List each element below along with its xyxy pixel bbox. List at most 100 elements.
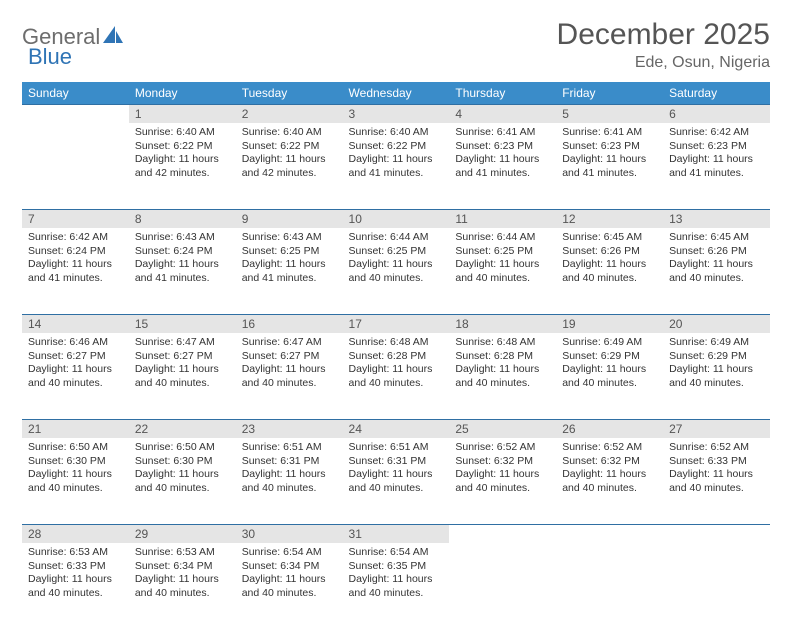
day-number-cell: 7 — [22, 209, 129, 228]
day-cell: Sunrise: 6:43 AMSunset: 6:24 PMDaylight:… — [129, 228, 236, 314]
weekday-header: Friday — [556, 82, 663, 104]
day-number-cell: 28 — [22, 524, 129, 543]
day-cell: Sunrise: 6:51 AMSunset: 6:31 PMDaylight:… — [236, 438, 343, 524]
day-number: 28 — [22, 524, 129, 543]
day-cell: Sunrise: 6:52 AMSunset: 6:33 PMDaylight:… — [663, 438, 770, 524]
day-body: Sunrise: 6:54 AMSunset: 6:35 PMDaylight:… — [343, 543, 450, 607]
day-number-cell: 26 — [556, 419, 663, 438]
day-number-cell: 29 — [129, 524, 236, 543]
day-body: Sunrise: 6:49 AMSunset: 6:29 PMDaylight:… — [663, 333, 770, 397]
day-cell: Sunrise: 6:52 AMSunset: 6:32 PMDaylight:… — [556, 438, 663, 524]
day-number: 5 — [556, 104, 663, 123]
day-cell: Sunrise: 6:48 AMSunset: 6:28 PMDaylight:… — [449, 333, 556, 419]
day-cell: Sunrise: 6:45 AMSunset: 6:26 PMDaylight:… — [556, 228, 663, 314]
day-number: 18 — [449, 314, 556, 333]
day-body: Sunrise: 6:46 AMSunset: 6:27 PMDaylight:… — [22, 333, 129, 397]
day-number-cell: 19 — [556, 314, 663, 333]
day-number: 24 — [343, 419, 450, 438]
day-body: Sunrise: 6:41 AMSunset: 6:23 PMDaylight:… — [449, 123, 556, 187]
weekday-header: Sunday — [22, 82, 129, 104]
week-row: Sunrise: 6:40 AMSunset: 6:22 PMDaylight:… — [22, 123, 770, 209]
day-cell: Sunrise: 6:41 AMSunset: 6:23 PMDaylight:… — [556, 123, 663, 209]
daynum-row: 28293031 — [22, 524, 770, 543]
day-cell: Sunrise: 6:54 AMSunset: 6:34 PMDaylight:… — [236, 543, 343, 629]
day-cell: Sunrise: 6:42 AMSunset: 6:23 PMDaylight:… — [663, 123, 770, 209]
day-number-cell — [22, 104, 129, 123]
day-cell: Sunrise: 6:43 AMSunset: 6:25 PMDaylight:… — [236, 228, 343, 314]
week-row: Sunrise: 6:46 AMSunset: 6:27 PMDaylight:… — [22, 333, 770, 419]
day-number: 11 — [449, 209, 556, 228]
weekday-header: Tuesday — [236, 82, 343, 104]
day-number: 31 — [343, 524, 450, 543]
day-body: Sunrise: 6:44 AMSunset: 6:25 PMDaylight:… — [449, 228, 556, 292]
day-number-cell: 15 — [129, 314, 236, 333]
day-number: 29 — [129, 524, 236, 543]
weekday-header: Monday — [129, 82, 236, 104]
day-number: 17 — [343, 314, 450, 333]
day-body: Sunrise: 6:47 AMSunset: 6:27 PMDaylight:… — [129, 333, 236, 397]
title-block: December 2025 Ede, Osun, Nigeria — [557, 18, 770, 72]
week-row: Sunrise: 6:42 AMSunset: 6:24 PMDaylight:… — [22, 228, 770, 314]
day-cell: Sunrise: 6:45 AMSunset: 6:26 PMDaylight:… — [663, 228, 770, 314]
day-number-empty — [22, 104, 129, 123]
day-number: 16 — [236, 314, 343, 333]
day-cell: Sunrise: 6:49 AMSunset: 6:29 PMDaylight:… — [663, 333, 770, 419]
day-cell: Sunrise: 6:48 AMSunset: 6:28 PMDaylight:… — [343, 333, 450, 419]
day-number: 6 — [663, 104, 770, 123]
location: Ede, Osun, Nigeria — [557, 54, 770, 72]
day-body: Sunrise: 6:41 AMSunset: 6:23 PMDaylight:… — [556, 123, 663, 187]
day-body: Sunrise: 6:53 AMSunset: 6:34 PMDaylight:… — [129, 543, 236, 607]
day-cell: Sunrise: 6:49 AMSunset: 6:29 PMDaylight:… — [556, 333, 663, 419]
day-number-cell: 1 — [129, 104, 236, 123]
day-body: Sunrise: 6:45 AMSunset: 6:26 PMDaylight:… — [663, 228, 770, 292]
day-number-cell: 4 — [449, 104, 556, 123]
day-body: Sunrise: 6:53 AMSunset: 6:33 PMDaylight:… — [22, 543, 129, 607]
day-cell: Sunrise: 6:40 AMSunset: 6:22 PMDaylight:… — [343, 123, 450, 209]
day-number: 7 — [22, 209, 129, 228]
day-number-cell: 22 — [129, 419, 236, 438]
daynum-row: 21222324252627 — [22, 419, 770, 438]
month-title: December 2025 — [557, 18, 770, 52]
day-body: Sunrise: 6:48 AMSunset: 6:28 PMDaylight:… — [343, 333, 450, 397]
day-number-cell: 24 — [343, 419, 450, 438]
day-number: 20 — [663, 314, 770, 333]
weekday-header-row: SundayMondayTuesdayWednesdayThursdayFrid… — [22, 82, 770, 104]
day-number: 21 — [22, 419, 129, 438]
day-body: Sunrise: 6:40 AMSunset: 6:22 PMDaylight:… — [236, 123, 343, 187]
day-number: 4 — [449, 104, 556, 123]
day-body: Sunrise: 6:51 AMSunset: 6:31 PMDaylight:… — [343, 438, 450, 502]
day-body: Sunrise: 6:43 AMSunset: 6:25 PMDaylight:… — [236, 228, 343, 292]
day-number-cell: 14 — [22, 314, 129, 333]
day-cell: Sunrise: 6:47 AMSunset: 6:27 PMDaylight:… — [236, 333, 343, 419]
day-number: 30 — [236, 524, 343, 543]
day-number: 14 — [22, 314, 129, 333]
day-cell — [22, 123, 129, 209]
day-cell — [663, 543, 770, 629]
day-cell — [556, 543, 663, 629]
day-cell: Sunrise: 6:46 AMSunset: 6:27 PMDaylight:… — [22, 333, 129, 419]
daynum-row: 123456 — [22, 104, 770, 123]
day-cell: Sunrise: 6:54 AMSunset: 6:35 PMDaylight:… — [343, 543, 450, 629]
day-number-cell: 18 — [449, 314, 556, 333]
day-number-cell: 5 — [556, 104, 663, 123]
day-body: Sunrise: 6:45 AMSunset: 6:26 PMDaylight:… — [556, 228, 663, 292]
day-number: 1 — [129, 104, 236, 123]
day-number-cell: 10 — [343, 209, 450, 228]
day-number-cell: 20 — [663, 314, 770, 333]
week-row: Sunrise: 6:50 AMSunset: 6:30 PMDaylight:… — [22, 438, 770, 524]
sail-icon — [102, 25, 124, 50]
day-body: Sunrise: 6:40 AMSunset: 6:22 PMDaylight:… — [343, 123, 450, 187]
day-number: 23 — [236, 419, 343, 438]
day-number: 25 — [449, 419, 556, 438]
day-number-cell: 13 — [663, 209, 770, 228]
day-cell: Sunrise: 6:44 AMSunset: 6:25 PMDaylight:… — [449, 228, 556, 314]
day-number-empty — [449, 524, 556, 543]
daynum-row: 14151617181920 — [22, 314, 770, 333]
day-body: Sunrise: 6:42 AMSunset: 6:24 PMDaylight:… — [22, 228, 129, 292]
day-number-cell — [663, 524, 770, 543]
day-number: 9 — [236, 209, 343, 228]
day-cell: Sunrise: 6:51 AMSunset: 6:31 PMDaylight:… — [343, 438, 450, 524]
day-cell: Sunrise: 6:40 AMSunset: 6:22 PMDaylight:… — [236, 123, 343, 209]
day-number-cell: 27 — [663, 419, 770, 438]
day-body: Sunrise: 6:44 AMSunset: 6:25 PMDaylight:… — [343, 228, 450, 292]
